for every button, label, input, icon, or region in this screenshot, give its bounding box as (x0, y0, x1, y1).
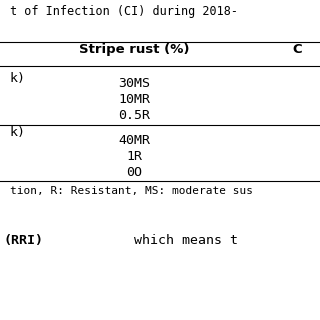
Text: k): k) (10, 126, 26, 139)
Text: (RRI): (RRI) (3, 234, 43, 247)
Text: 0O: 0O (126, 166, 142, 180)
Text: 0.5R: 0.5R (118, 109, 150, 122)
Text: Stripe rust (%): Stripe rust (%) (79, 43, 190, 56)
Text: 10MR: 10MR (118, 93, 150, 106)
Text: 1R: 1R (126, 150, 142, 164)
Text: which means t: which means t (134, 234, 238, 247)
Text: 30MS: 30MS (118, 77, 150, 90)
Text: tion, R: Resistant, MS: moderate sus: tion, R: Resistant, MS: moderate sus (10, 186, 252, 196)
Text: 40MR: 40MR (118, 134, 150, 148)
Text: k): k) (10, 72, 26, 85)
Text: t of Infection (CI) during 2018-: t of Infection (CI) during 2018- (10, 5, 237, 18)
Text: C: C (293, 43, 302, 56)
